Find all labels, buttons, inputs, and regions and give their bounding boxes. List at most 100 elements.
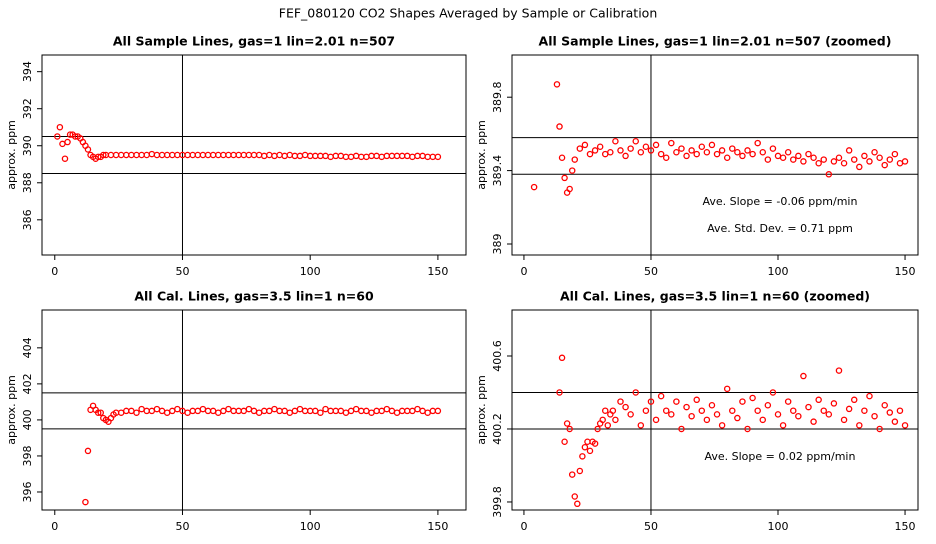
point <box>632 137 639 145</box>
point <box>576 145 584 152</box>
point <box>429 407 437 415</box>
point <box>100 151 107 159</box>
point <box>815 396 822 404</box>
point <box>398 407 406 415</box>
point <box>617 147 624 154</box>
point <box>558 154 566 162</box>
annotation: Ave. Std. Dev. = 0.71 ppm <box>707 222 853 235</box>
point <box>576 467 584 475</box>
point <box>652 416 660 424</box>
point <box>579 453 586 460</box>
point <box>240 407 248 415</box>
point <box>214 409 222 416</box>
point <box>276 407 283 415</box>
point <box>795 152 802 160</box>
point <box>199 151 207 159</box>
point <box>800 372 807 380</box>
y-axis-label: approx. ppm <box>475 120 488 190</box>
point <box>815 160 822 167</box>
point <box>434 407 442 415</box>
point <box>657 392 665 400</box>
point <box>240 151 248 159</box>
point <box>647 147 655 154</box>
point <box>774 152 782 160</box>
point <box>835 367 843 374</box>
point <box>876 425 883 433</box>
point <box>204 407 212 415</box>
point <box>861 407 868 414</box>
point <box>637 148 645 156</box>
point <box>61 155 69 162</box>
point <box>133 151 140 159</box>
point <box>363 153 370 161</box>
point <box>281 407 288 415</box>
point <box>805 150 812 158</box>
point <box>830 158 838 165</box>
y-tick-label: 386 <box>21 209 34 230</box>
point <box>627 145 634 152</box>
point <box>296 405 304 413</box>
point <box>271 405 278 413</box>
point <box>424 409 431 416</box>
point <box>235 151 242 159</box>
point <box>703 416 711 424</box>
plot-frame <box>41 309 467 511</box>
point <box>609 407 617 414</box>
point <box>632 389 639 396</box>
point <box>612 137 619 145</box>
point <box>250 407 258 415</box>
point <box>312 152 319 160</box>
point <box>601 150 609 158</box>
plot-frame <box>41 54 467 256</box>
point <box>642 143 650 150</box>
point <box>708 402 716 409</box>
point <box>306 407 314 415</box>
y-tick-label: 390 <box>21 135 34 156</box>
point <box>856 422 863 429</box>
point <box>245 405 253 413</box>
plot-area <box>530 81 909 196</box>
point <box>586 447 594 455</box>
panel-title: All Sample Lines, gas=1 lin=2.01 n=507 (… <box>539 34 892 49</box>
point <box>850 396 858 404</box>
point <box>866 392 873 400</box>
point <box>901 158 909 165</box>
point <box>393 409 401 416</box>
point <box>117 151 125 159</box>
x-tick-label: 50 <box>175 520 189 533</box>
point <box>553 81 561 88</box>
point <box>866 158 873 165</box>
point <box>419 407 426 415</box>
point <box>584 438 591 446</box>
point <box>596 143 604 150</box>
x-tick-label: 100 <box>768 265 789 278</box>
point <box>148 407 156 415</box>
x-tick-label: 100 <box>300 265 321 278</box>
point <box>409 153 416 161</box>
point <box>363 407 370 415</box>
point <box>220 151 227 159</box>
point <box>230 407 237 415</box>
point <box>662 154 670 162</box>
point <box>901 422 909 429</box>
point <box>342 153 350 161</box>
point <box>678 425 685 433</box>
point <box>337 152 345 160</box>
annotation: Ave. Slope = -0.06 ppm/min <box>702 195 857 208</box>
plot-frame <box>511 54 919 256</box>
point <box>779 422 787 429</box>
point <box>322 405 329 413</box>
main-title: FEF_080120 CO2 Shapes Averaged by Sample… <box>279 6 658 21</box>
point <box>688 147 695 154</box>
point <box>790 407 797 414</box>
point <box>652 141 660 149</box>
point <box>591 147 599 154</box>
panel-title: All Cal. Lines, gas=3.5 lin=1 n=60 (zoom… <box>560 289 870 304</box>
point <box>561 438 568 446</box>
point <box>194 407 202 415</box>
point <box>693 150 700 158</box>
point <box>209 151 217 159</box>
x-tick-label: 0 <box>51 520 58 533</box>
point <box>718 422 726 429</box>
x-tick-label: 50 <box>644 520 658 533</box>
